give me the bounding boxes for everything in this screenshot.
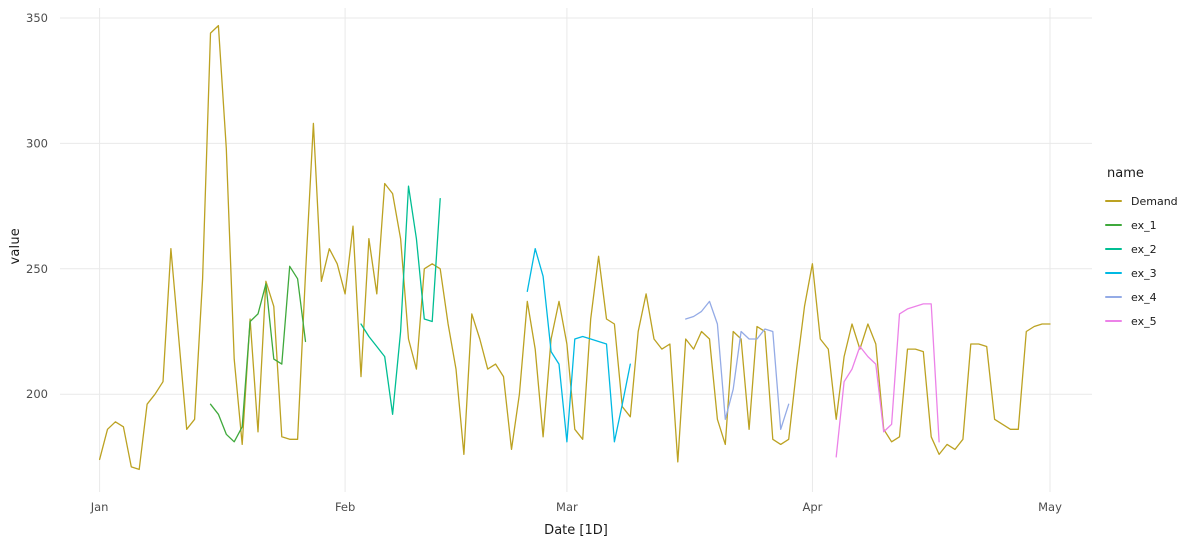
y-tick-label: 350 bbox=[26, 11, 48, 25]
legend-label: ex_5 bbox=[1131, 314, 1157, 328]
legend-key-line-ex_3 bbox=[1105, 272, 1122, 274]
legend-key-line-ex_1 bbox=[1105, 224, 1122, 226]
legend-item-ex_4: ex_4 bbox=[1105, 290, 1178, 304]
legend-label: Demand bbox=[1131, 194, 1178, 208]
series-line-ex_1 bbox=[209, 265, 307, 443]
legend-item-ex_3: ex_3 bbox=[1105, 266, 1178, 280]
x-tick-label: Mar bbox=[556, 500, 578, 514]
legend-items: Demand ex_1 ex_2 ex_3 ex_4 ex_5 bbox=[1105, 194, 1178, 328]
legend-key-line-ex_4 bbox=[1105, 296, 1122, 298]
x-tick-label: Apr bbox=[802, 500, 822, 514]
y-tick-label: 300 bbox=[26, 136, 48, 150]
legend-key-line-ex_5 bbox=[1105, 320, 1122, 322]
y-tick-label: 250 bbox=[26, 262, 48, 276]
legend-item-ex_1: ex_1 bbox=[1105, 218, 1178, 232]
series-line-ex_3 bbox=[526, 248, 631, 443]
x-axis-title: Date [1D] bbox=[544, 523, 608, 538]
y-tick-label: 200 bbox=[26, 387, 48, 401]
x-tick-label: Feb bbox=[335, 500, 355, 514]
legend-item-ex_5: ex_5 bbox=[1105, 314, 1178, 328]
series-line-ex_5 bbox=[835, 303, 940, 458]
legend-key-line-ex_2 bbox=[1105, 248, 1122, 250]
legend-label: ex_3 bbox=[1131, 266, 1157, 280]
legend-label: ex_1 bbox=[1131, 218, 1157, 232]
legend-title: name bbox=[1107, 166, 1144, 181]
legend-label: ex_2 bbox=[1131, 242, 1157, 256]
legend: name Demand ex_1 ex_2 ex_3 ex_4 ex_5 bbox=[1105, 166, 1178, 338]
legend-label: ex_4 bbox=[1131, 290, 1157, 304]
legend-item-ex_2: ex_2 bbox=[1105, 242, 1178, 256]
legend-key-line-Demand bbox=[1105, 200, 1122, 202]
series-line-Demand bbox=[98, 24, 1051, 471]
x-tick-label: Jan bbox=[90, 500, 109, 514]
legend-item-Demand: Demand bbox=[1105, 194, 1178, 208]
series-line-ex_2 bbox=[360, 185, 441, 415]
y-axis-title: value bbox=[8, 228, 23, 265]
x-tick-label: May bbox=[1038, 500, 1062, 514]
series-line-ex_4 bbox=[685, 300, 790, 430]
